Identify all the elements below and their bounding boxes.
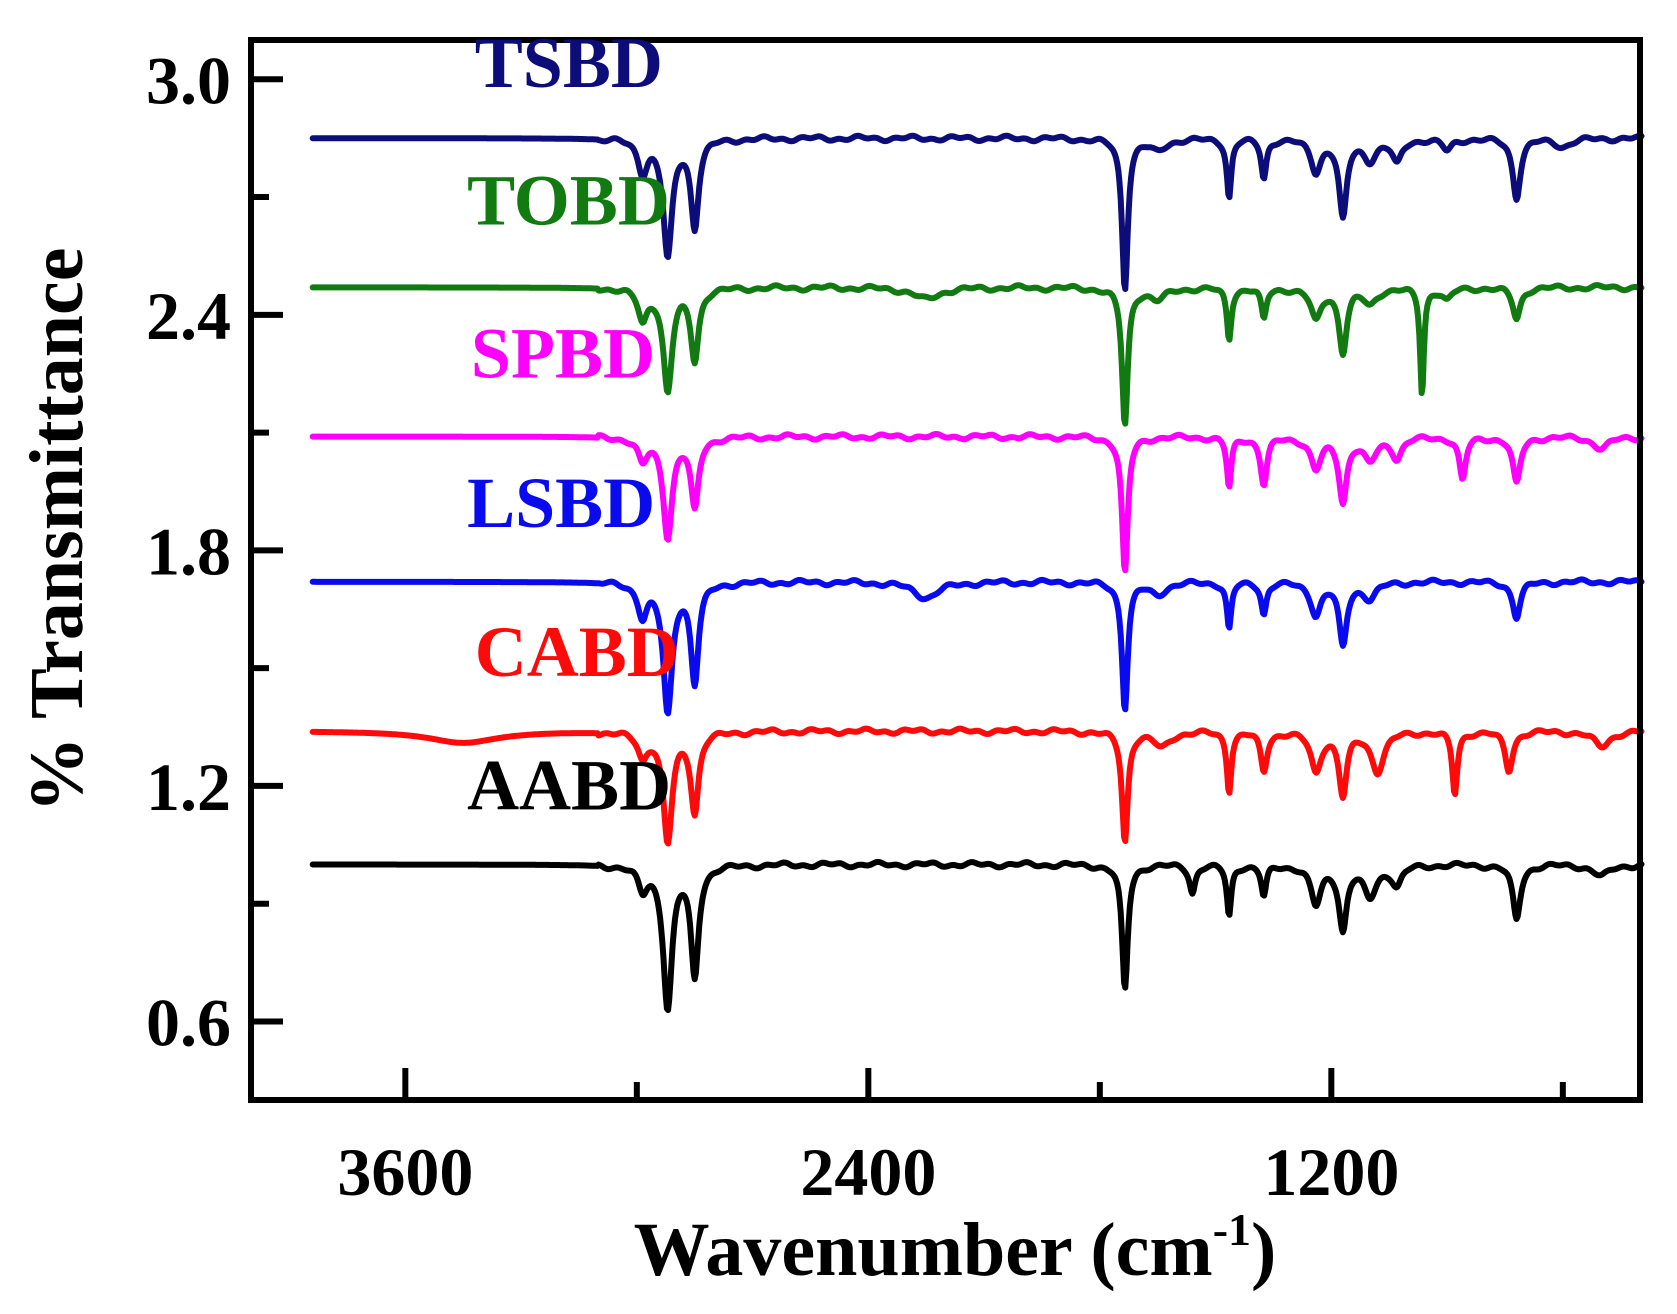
- x-tick-label: 1200: [1263, 1134, 1399, 1210]
- series-line-tsbd: [309, 132, 1645, 292]
- y-tick-label: 1.2: [146, 749, 231, 825]
- x-tick-label: 2400: [800, 1134, 936, 1210]
- x-tick-label: 3600: [337, 1134, 473, 1210]
- series-line-aabd: [309, 858, 1645, 1014]
- x-axis-title: Wavenumber (cm-1): [634, 1204, 1277, 1292]
- x-axis-title-main: Wavenumber (cm: [634, 1208, 1213, 1292]
- series-line-tobd: [309, 282, 1645, 427]
- series-label-aabd: AABD: [467, 745, 671, 825]
- y-tick-label: 2.4: [146, 278, 231, 354]
- plot-frame: [248, 37, 1643, 1103]
- tick-layer: 3.0 2.4 1.8 1.2 0.6 3600 2400 1200: [146, 42, 1566, 1210]
- series-label-cabd: CABD: [475, 612, 679, 692]
- series-label-tsbd: TSBD: [475, 23, 663, 103]
- y-tick-label: 1.8: [146, 513, 231, 589]
- series-layer: [309, 132, 1645, 1014]
- series-label-tobd: TOBD: [467, 161, 670, 241]
- y-tick-label: 0.6: [146, 984, 231, 1060]
- series-line-cabd: [309, 725, 1645, 847]
- y-tick-label: 3.0: [146, 42, 231, 118]
- series-line-lsbd: [309, 576, 1645, 717]
- label-layer: TSBD TOBD SPBD LSBD CABD AABD: [467, 23, 679, 825]
- series-label-lsbd: LSBD: [467, 463, 655, 543]
- x-axis-title-close: ): [1251, 1208, 1276, 1292]
- x-axis-title-superscript: -1: [1213, 1204, 1251, 1255]
- series-label-spbd: SPBD: [471, 314, 655, 394]
- y-axis-title: % Transmittance: [15, 247, 99, 812]
- series-line-spbd: [309, 431, 1645, 574]
